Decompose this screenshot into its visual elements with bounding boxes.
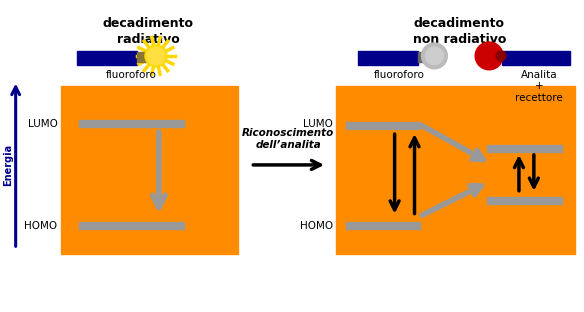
Circle shape — [145, 45, 167, 67]
Text: fluoroforo: fluoroforo — [374, 70, 425, 80]
Text: LUMO: LUMO — [303, 119, 333, 129]
Text: HOMO: HOMO — [300, 222, 333, 232]
Bar — [137, 52, 147, 62]
Circle shape — [422, 43, 447, 69]
Text: Energia: Energia — [3, 144, 13, 186]
Text: Riconoscimento
dell’analita: Riconoscimento dell’analita — [242, 129, 334, 150]
Text: decadimento
radiativo: decadimento radiativo — [102, 17, 193, 46]
Bar — [358, 51, 418, 65]
Text: LUMO: LUMO — [27, 119, 57, 129]
Text: HOMO: HOMO — [25, 222, 57, 232]
Circle shape — [147, 47, 165, 65]
Bar — [336, 85, 575, 254]
Bar — [77, 51, 137, 65]
Text: Analita
+
recettore: Analita + recettore — [515, 70, 563, 103]
Bar — [418, 52, 426, 62]
Bar — [79, 222, 184, 229]
Bar — [502, 51, 569, 65]
Bar — [487, 145, 562, 152]
Text: decadimento
non radiativo: decadimento non radiativo — [412, 17, 506, 46]
Circle shape — [475, 42, 503, 70]
Bar — [79, 120, 184, 127]
Bar — [346, 222, 420, 229]
Circle shape — [496, 51, 506, 61]
Circle shape — [426, 47, 443, 65]
Bar — [487, 197, 562, 203]
Bar — [61, 85, 238, 254]
Text: fluoroforo: fluoroforo — [106, 70, 157, 80]
Bar — [346, 122, 420, 129]
